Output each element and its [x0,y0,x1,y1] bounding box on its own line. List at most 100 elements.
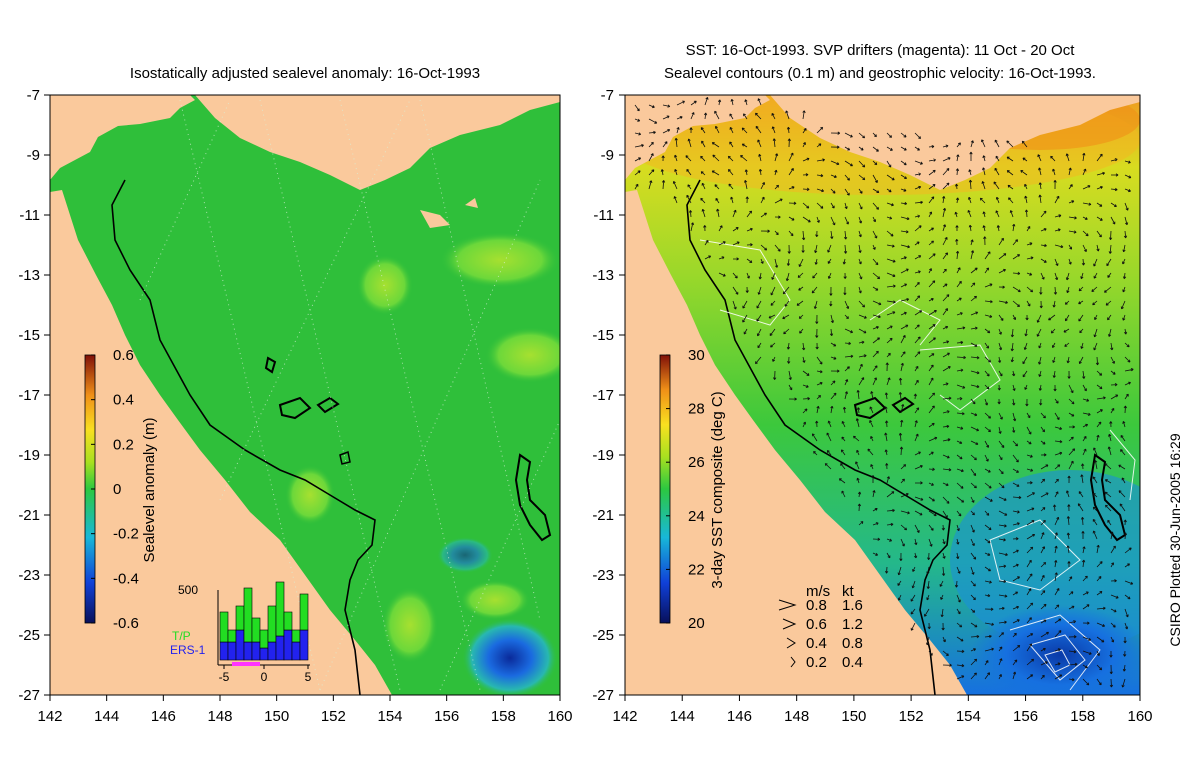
velocity-vector [900,201,908,206]
velocity-vector [956,280,962,288]
velocity-vector [858,363,863,372]
velocity-vector [774,244,781,252]
lon-tick-label: 152 [899,708,924,725]
velocity-vector [1082,636,1092,641]
right-title-line1: SST: 16-Oct-1993. SVP drifters (magenta)… [686,42,1076,59]
velocity-vector [858,354,867,358]
velocity-vector [1026,242,1033,246]
velocity-vector [914,172,921,176]
velocity-vector [1026,643,1032,652]
velocity-vector [858,521,864,526]
velocity-vector [1040,228,1047,232]
lon-tick-label: 156 [1013,708,1038,725]
velocity-vector [802,202,810,209]
velocity-vector [816,395,821,400]
velocity-vector [1054,478,1059,484]
velocity-vector [740,155,748,162]
velocity-legend-ms: 0.8 [806,597,827,614]
velocity-vector [942,207,947,218]
inset-bar-ers [299,629,309,661]
velocity-vector [942,482,949,487]
velocity-vector [928,145,935,149]
velocity-vector [1096,230,1102,238]
velocity-vector [844,202,848,210]
lon-tick-label: 160 [1127,708,1152,725]
velocity-vector [942,157,951,162]
velocity-vector [1082,664,1088,669]
velocity-vector [1012,468,1019,473]
velocity-vector [956,326,966,330]
velocity-vector [1119,503,1126,512]
velocity-vector [984,672,990,680]
velocity-vector [942,144,949,148]
velocity-vector [1124,356,1131,363]
velocity-vector [984,482,992,489]
velocity-vector [1012,605,1020,610]
right-shelf-contour [686,179,951,695]
velocity-vector [1040,243,1047,248]
velocity-vector [956,496,965,503]
velocity-vector [1040,619,1047,624]
velocity-vector [1092,518,1098,526]
velocity-vector [914,295,921,302]
velocity-vector [998,594,1008,598]
velocity-vector [942,382,949,386]
velocity-vector [954,580,959,588]
velocity-vector [802,356,806,363]
velocity-vector [914,465,923,470]
velocity-vector [984,356,991,363]
velocity-vector [984,251,991,260]
velocity-vector [970,454,977,461]
velocity-vector [842,406,847,414]
velocity-legend-kt: 1.6 [842,597,863,614]
velocity-vector [956,142,961,148]
lat-tick-label: -23 [18,567,40,584]
velocity-vector [984,384,990,390]
velocity-vector [770,286,776,296]
velocity-vector [956,675,965,680]
velocity-vector [687,138,692,148]
velocity-vector [1038,356,1042,365]
velocity-vector [956,297,962,302]
velocity-vector [704,96,709,106]
velocity-vector [844,146,851,151]
velocity-vector [1064,300,1070,305]
velocity-vector [772,356,776,362]
velocity-vector [732,300,737,310]
velocity-vector [802,142,806,148]
velocity-vector [704,240,709,246]
velocity-vector [886,377,891,386]
velocity-vector [1052,342,1056,348]
velocity-vector [1068,591,1074,596]
sst-colorbar-label: 3-day SST composite (deg C) [709,391,726,588]
velocity-legend-arrow [782,618,797,630]
velocity-vector [718,225,723,232]
colorbar-tick-label: -0.4 [113,570,139,587]
velocity-vector [830,314,834,324]
velocity-vector [1082,436,1087,442]
velocity-vector [998,268,1006,274]
velocity-vector [955,183,959,190]
velocity-vector [885,420,889,428]
velocity-vector [815,420,819,428]
velocity-vector [970,658,978,666]
velocity-vector [998,468,1004,475]
velocity-vector [802,216,811,223]
velocity-vector [801,244,805,253]
velocity-vector [1124,188,1131,193]
velocity-vector [899,552,903,562]
velocity-vector [774,169,778,176]
velocity-vector [672,180,678,190]
left-latitude-axis: -7 -9 -11 -13 -15 -17 -19 -21 -23 -25 -27 [18,87,50,704]
velocity-vector [1096,544,1100,554]
velocity-vector [802,157,810,162]
velocity-vector [970,370,980,375]
inset-bar-ers [235,629,245,661]
velocity-vector [995,196,1000,204]
velocity-vector [841,420,846,428]
velocity-vector [886,325,893,330]
velocity-vector [970,566,975,575]
velocity-vector [928,253,936,260]
velocity-vector [1096,171,1105,176]
velocity-vector [1054,588,1060,596]
